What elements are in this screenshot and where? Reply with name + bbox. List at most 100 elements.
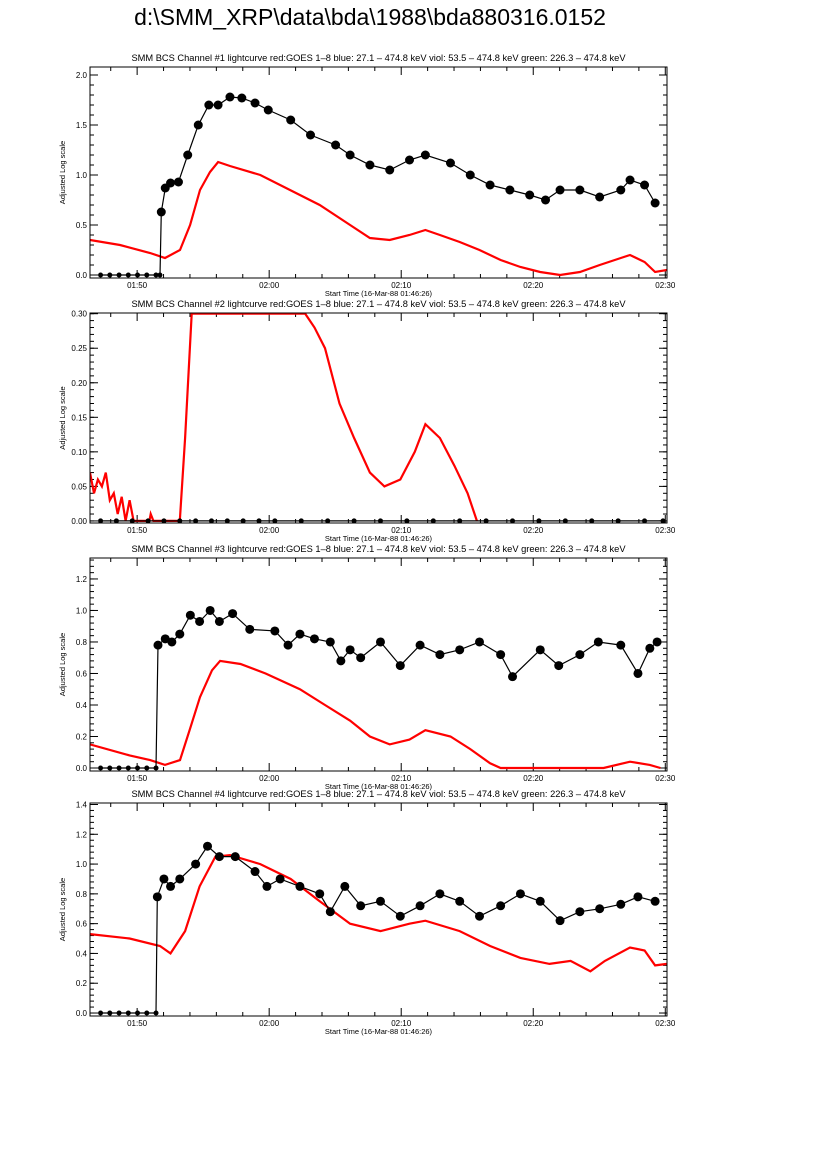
data-point [536,518,542,523]
data-point [475,911,485,921]
data-point [283,640,293,650]
data-point [166,881,176,891]
x-tick-label: 02:00 [259,281,280,290]
data-point [175,874,185,884]
y-tick-label: 0.8 [76,638,88,647]
data-point [113,518,119,523]
data-point [652,637,662,647]
data-point [295,629,305,639]
data-point [375,637,385,647]
data-point [356,901,366,911]
data-point [225,92,235,102]
data-point [125,272,131,278]
data-point [107,272,113,278]
data-point [214,852,224,862]
data-point [191,859,201,869]
y-tick-label: 1.2 [76,575,88,584]
y-tick-label: 0.05 [71,482,87,491]
data-point [224,518,230,523]
data-point [250,867,260,877]
data-point [336,656,346,666]
data-point [650,896,660,906]
data-point [455,645,465,655]
data-point [116,765,122,771]
data-point [135,765,141,771]
data-point [250,98,260,108]
chart-panel-1: SMM BCS Channel #1 lightcurve red:GOES 1… [58,53,676,298]
data-point [525,190,535,200]
plot-area [90,313,666,523]
data-point [420,150,430,160]
x-axis-label: Start Time (16-Mar-88 01:46:26) [325,289,433,298]
data-point [535,896,545,906]
data-point [365,160,375,170]
data-point [325,637,335,647]
data-point [395,911,405,921]
data-point [166,178,176,188]
data-point [208,518,214,523]
data-point [541,195,551,205]
x-tick-label: 02:30 [655,281,676,290]
data-point [375,896,385,906]
x-tick-label: 02:10 [391,1019,412,1028]
data-point [107,1010,113,1016]
data-point [415,640,425,650]
data-point [345,150,355,160]
plot-frame [89,557,668,772]
data-point [183,150,193,160]
data-point [589,518,595,523]
y-axis-label: Adjusted Log scale [58,878,67,941]
data-point [554,661,564,671]
x-tick-label: 02:20 [523,774,544,783]
data-point [306,130,316,140]
x-tick-label: 01:50 [127,526,148,535]
data-point [167,637,177,647]
y-tick-label: 0.8 [76,890,88,899]
data-point [272,518,278,523]
x-tick-label: 02:00 [259,526,280,535]
x-tick-label: 02:00 [259,1019,280,1028]
plot-frame [89,802,668,1017]
plot-area [90,841,667,1016]
data-point [405,155,415,165]
y-tick-label: 0.25 [71,344,87,353]
y-tick-label: 0.2 [76,732,88,741]
data-point [351,518,357,523]
x-axis-label: Start Time (16-Mar-88 01:46:26) [325,782,433,791]
data-point [125,1010,131,1016]
data-point [325,518,331,523]
data-point [152,892,162,902]
data-point [650,198,660,208]
data-point [125,765,131,771]
x-tick-label: 02:00 [259,774,280,783]
data-point [615,518,621,523]
y-tick-label: 1.5 [76,121,88,130]
y-tick-label: 0.4 [76,949,88,958]
data-point [193,518,199,523]
data-point [98,765,104,771]
x-tick-label: 02:20 [523,1019,544,1028]
data-point [633,892,643,902]
plot-frame [89,312,668,524]
x-tick-label: 01:50 [127,1019,148,1028]
data-point [240,518,246,523]
data-point [153,640,163,650]
data-point [562,518,568,523]
data-point [262,881,272,891]
y-tick-label: 0.0 [76,271,88,280]
data-point [616,899,626,909]
data-point [144,765,150,771]
data-point [395,661,405,671]
x-tick-label: 02:30 [655,774,676,783]
data-point [377,518,383,523]
y-tick-label: 0.30 [71,310,87,319]
data-point [457,518,463,523]
x-tick-label: 01:50 [127,281,148,290]
data-point [510,518,516,523]
y-tick-label: 0.20 [71,379,87,388]
data-point [555,916,565,926]
plot-area [90,605,662,771]
data-point [465,170,475,180]
data-point [435,889,445,899]
data-point [135,1010,141,1016]
